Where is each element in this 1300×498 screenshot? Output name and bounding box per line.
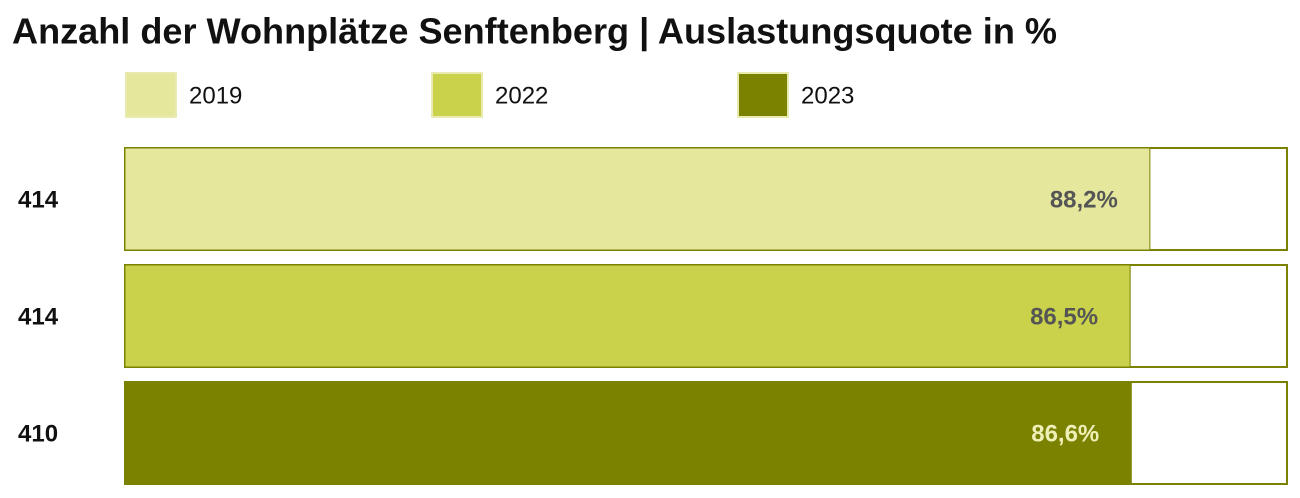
bar (124, 381, 1132, 485)
legend-swatch (737, 72, 789, 118)
legend-swatch (431, 72, 483, 118)
bar (124, 264, 1131, 368)
value-label: 88,2% (1050, 186, 1118, 213)
value-label: 86,6% (1031, 420, 1099, 447)
legend-label: 2019 (189, 82, 242, 109)
category-label: 414 (18, 186, 59, 213)
chart-title: Anzahl der Wohnplätze Senftenberg | Ausl… (12, 11, 1057, 53)
bar (124, 147, 1151, 251)
legend-label: 2023 (801, 82, 854, 109)
category-label: 410 (18, 420, 58, 447)
legend-label: 2022 (495, 82, 548, 109)
legend-swatch (125, 72, 177, 118)
category-label: 414 (18, 303, 59, 330)
value-label: 86,5% (1030, 303, 1098, 330)
